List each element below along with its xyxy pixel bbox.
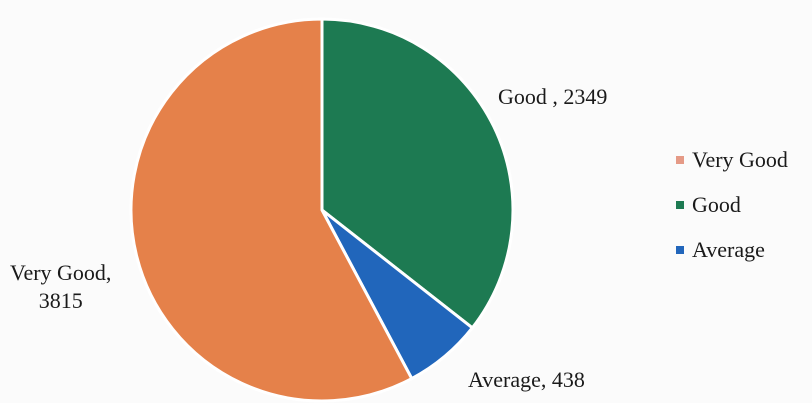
data-label-very-good-line1: Very Good, <box>10 260 112 285</box>
data-label-very-good-line2: 3815 <box>38 288 83 313</box>
data-label-very-good: Very Good, 3815 <box>10 259 111 315</box>
pie-slice-very-good <box>129 17 414 403</box>
data-label-good-text: Good , 2349 <box>498 84 608 109</box>
data-label-average: Average, 438 <box>468 366 585 394</box>
legend-swatch-average <box>676 246 684 254</box>
legend-item-average: Average <box>676 236 788 264</box>
legend-item-very-good: Very Good <box>676 146 788 174</box>
legend-label-average: Average <box>692 237 765 262</box>
legend-item-good: Good <box>676 191 788 219</box>
legend: Very Good Good Average <box>676 146 788 281</box>
data-label-average-text: Average, 438 <box>468 367 585 392</box>
pie-slice-good <box>320 17 515 330</box>
legend-swatch-very-good <box>676 156 684 164</box>
data-label-good: Good , 2349 <box>498 83 607 111</box>
legend-swatch-good <box>676 201 684 209</box>
legend-label-good: Good <box>692 192 741 217</box>
legend-label-very-good: Very Good <box>692 147 788 172</box>
